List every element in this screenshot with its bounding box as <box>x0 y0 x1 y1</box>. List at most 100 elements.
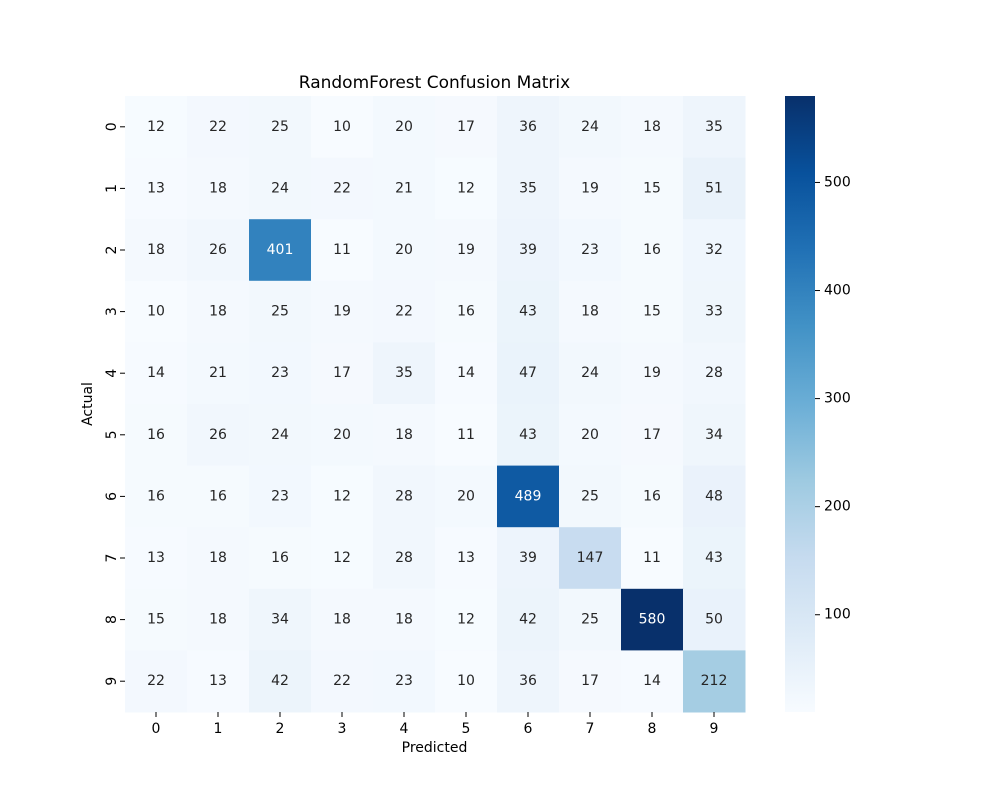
cell-value-r6-c3: 12 <box>333 488 351 504</box>
cell-value-r3-c0: 10 <box>147 304 165 320</box>
heatmap-cell-r6-c6 <box>497 465 560 528</box>
cell-value-r2-c8: 16 <box>643 242 661 258</box>
heatmap-cell-r6-c1 <box>187 465 250 528</box>
heatmap-cell-r4-c6 <box>497 342 560 405</box>
heatmap-cell-r6-c5 <box>435 465 498 528</box>
heatmap-cell-r8-c4 <box>373 588 436 651</box>
cell-value-r7-c2: 16 <box>271 550 289 566</box>
heatmap-cell-r5-c0 <box>125 404 188 467</box>
cell-value-r8-c5: 12 <box>457 612 475 628</box>
y-tick-label-9: 9 <box>104 677 120 686</box>
heatmap-cell-r0-c5 <box>435 96 498 159</box>
cell-value-r3-c3: 19 <box>333 304 351 320</box>
x-tick-label-8: 8 <box>648 721 657 737</box>
x-tick-label-6: 6 <box>524 721 533 737</box>
cell-value-r8-c6: 42 <box>519 612 537 628</box>
heatmap-cell-r4-c1 <box>187 342 250 405</box>
heatmap-cell-r3-c2 <box>249 280 312 343</box>
heatmap-cell-r7-c2 <box>249 527 312 590</box>
cell-value-r6-c5: 20 <box>457 488 475 504</box>
cell-value-r5-c6: 43 <box>519 427 537 443</box>
heatmap-cell-r3-c8 <box>621 280 684 343</box>
heatmap-cell-r6-c3 <box>311 465 374 528</box>
x-tick-label-0: 0 <box>152 721 161 737</box>
heatmap-cell-r6-c0 <box>125 465 188 528</box>
cell-value-r1-c1: 18 <box>209 180 227 196</box>
heatmap-cell-r2-c2 <box>249 219 312 282</box>
cell-value-r9-c8: 14 <box>643 673 661 689</box>
heatmap-cell-r8-c8 <box>621 588 684 651</box>
cell-value-r6-c9: 48 <box>705 488 723 504</box>
heatmap-cell-r1-c0 <box>125 157 188 220</box>
heatmap-cell-r5-c3 <box>311 404 374 467</box>
cell-value-r9-c1: 13 <box>209 673 227 689</box>
cell-value-r7-c5: 13 <box>457 550 475 566</box>
cell-value-r8-c0: 15 <box>147 612 165 628</box>
heatmap-cell-r9-c2 <box>249 650 312 713</box>
heatmap-cell-r7-c7 <box>559 527 622 590</box>
cell-value-r4-c0: 14 <box>147 365 165 381</box>
y-tick-label-3: 3 <box>104 307 120 316</box>
cell-value-r9-c3: 22 <box>333 673 351 689</box>
heatmap-cell-r3-c5 <box>435 280 498 343</box>
heatmap-cell-r6-c7 <box>559 465 622 528</box>
cell-value-r4-c3: 17 <box>333 365 351 381</box>
x-tick-label-1: 1 <box>214 721 223 737</box>
heatmap-cell-r3-c7 <box>559 280 622 343</box>
heatmap-cell-r1-c5 <box>435 157 498 220</box>
cell-value-r0-c2: 25 <box>271 119 289 135</box>
heatmap-cell-r5-c4 <box>373 404 436 467</box>
heatmap-cell-r3-c3 <box>311 280 374 343</box>
x-axis-title: Predicted <box>402 740 468 756</box>
y-tick-label-5: 5 <box>104 430 120 439</box>
heatmap-cell-r8-c1 <box>187 588 250 651</box>
cell-value-r8-c3: 18 <box>333 612 351 628</box>
cell-value-r6-c8: 16 <box>643 488 661 504</box>
heatmap-cell-r1-c2 <box>249 157 312 220</box>
heatmap-cell-r8-c7 <box>559 588 622 651</box>
cell-value-r0-c3: 10 <box>333 119 351 135</box>
heatmap-cell-r6-c4 <box>373 465 436 528</box>
heatmap-cell-r5-c5 <box>435 404 498 467</box>
heatmap-cell-r1-c1 <box>187 157 250 220</box>
heatmap-cell-r9-c0 <box>125 650 188 713</box>
cell-value-r2-c6: 39 <box>519 242 537 258</box>
heatmap-cell-r7-c5 <box>435 527 498 590</box>
colorbar-tick-label-0: 100 <box>824 607 851 623</box>
cell-value-r6-c2: 23 <box>271 488 289 504</box>
cell-value-r0-c7: 24 <box>581 119 599 135</box>
heatmap-cell-r5-c8 <box>621 404 684 467</box>
heatmap-cell-r7-c1 <box>187 527 250 590</box>
heatmap-cell-r8-c5 <box>435 588 498 651</box>
x-tick-label-3: 3 <box>338 721 347 737</box>
heatmap-cell-r7-c6 <box>497 527 560 590</box>
colorbar-tick-label-3: 400 <box>824 283 851 299</box>
cell-value-r1-c8: 15 <box>643 180 661 196</box>
heatmap-cell-r0-c2 <box>249 96 312 159</box>
heatmap-cells: 12 22 25 10 20 17 36 24 18 35 13 18 24 22 21 12 35 19 15 51… <box>125 96 746 713</box>
cell-value-r1-c6: 35 <box>519 180 537 196</box>
cell-value-r1-c0: 13 <box>147 180 165 196</box>
cell-value-r6-c0: 16 <box>147 488 165 504</box>
heatmap-cell-r9-c6 <box>497 650 560 713</box>
heatmap-cell-r7-c4 <box>373 527 436 590</box>
x-tick-label-9: 9 <box>710 721 719 737</box>
cell-value-r2-c7: 23 <box>581 242 599 258</box>
heatmap-cell-r0-c8 <box>621 96 684 159</box>
cell-value-r2-c0: 18 <box>147 242 165 258</box>
cell-value-r5-c0: 16 <box>147 427 165 443</box>
heatmap-cell-r2-c7 <box>559 219 622 282</box>
heatmap-cell-r3-c6 <box>497 280 560 343</box>
heatmap-cell-r1-c4 <box>373 157 436 220</box>
heatmap-cell-r6-c8 <box>621 465 684 528</box>
heatmap-cell-r9-c3 <box>311 650 374 713</box>
cell-value-r2-c3: 11 <box>333 242 351 258</box>
cell-value-r5-c4: 18 <box>395 427 413 443</box>
cell-value-r1-c4: 21 <box>395 180 413 196</box>
cell-value-r4-c6: 47 <box>519 365 537 381</box>
cell-value-r0-c9: 35 <box>705 119 723 135</box>
y-axis-ticks: 0 1 2 3 4 5 6 7 8 9 <box>104 122 125 686</box>
heatmap-cell-r3-c9 <box>683 280 746 343</box>
cell-value-r5-c3: 20 <box>333 427 351 443</box>
heatmap-cell-r4-c5 <box>435 342 498 405</box>
